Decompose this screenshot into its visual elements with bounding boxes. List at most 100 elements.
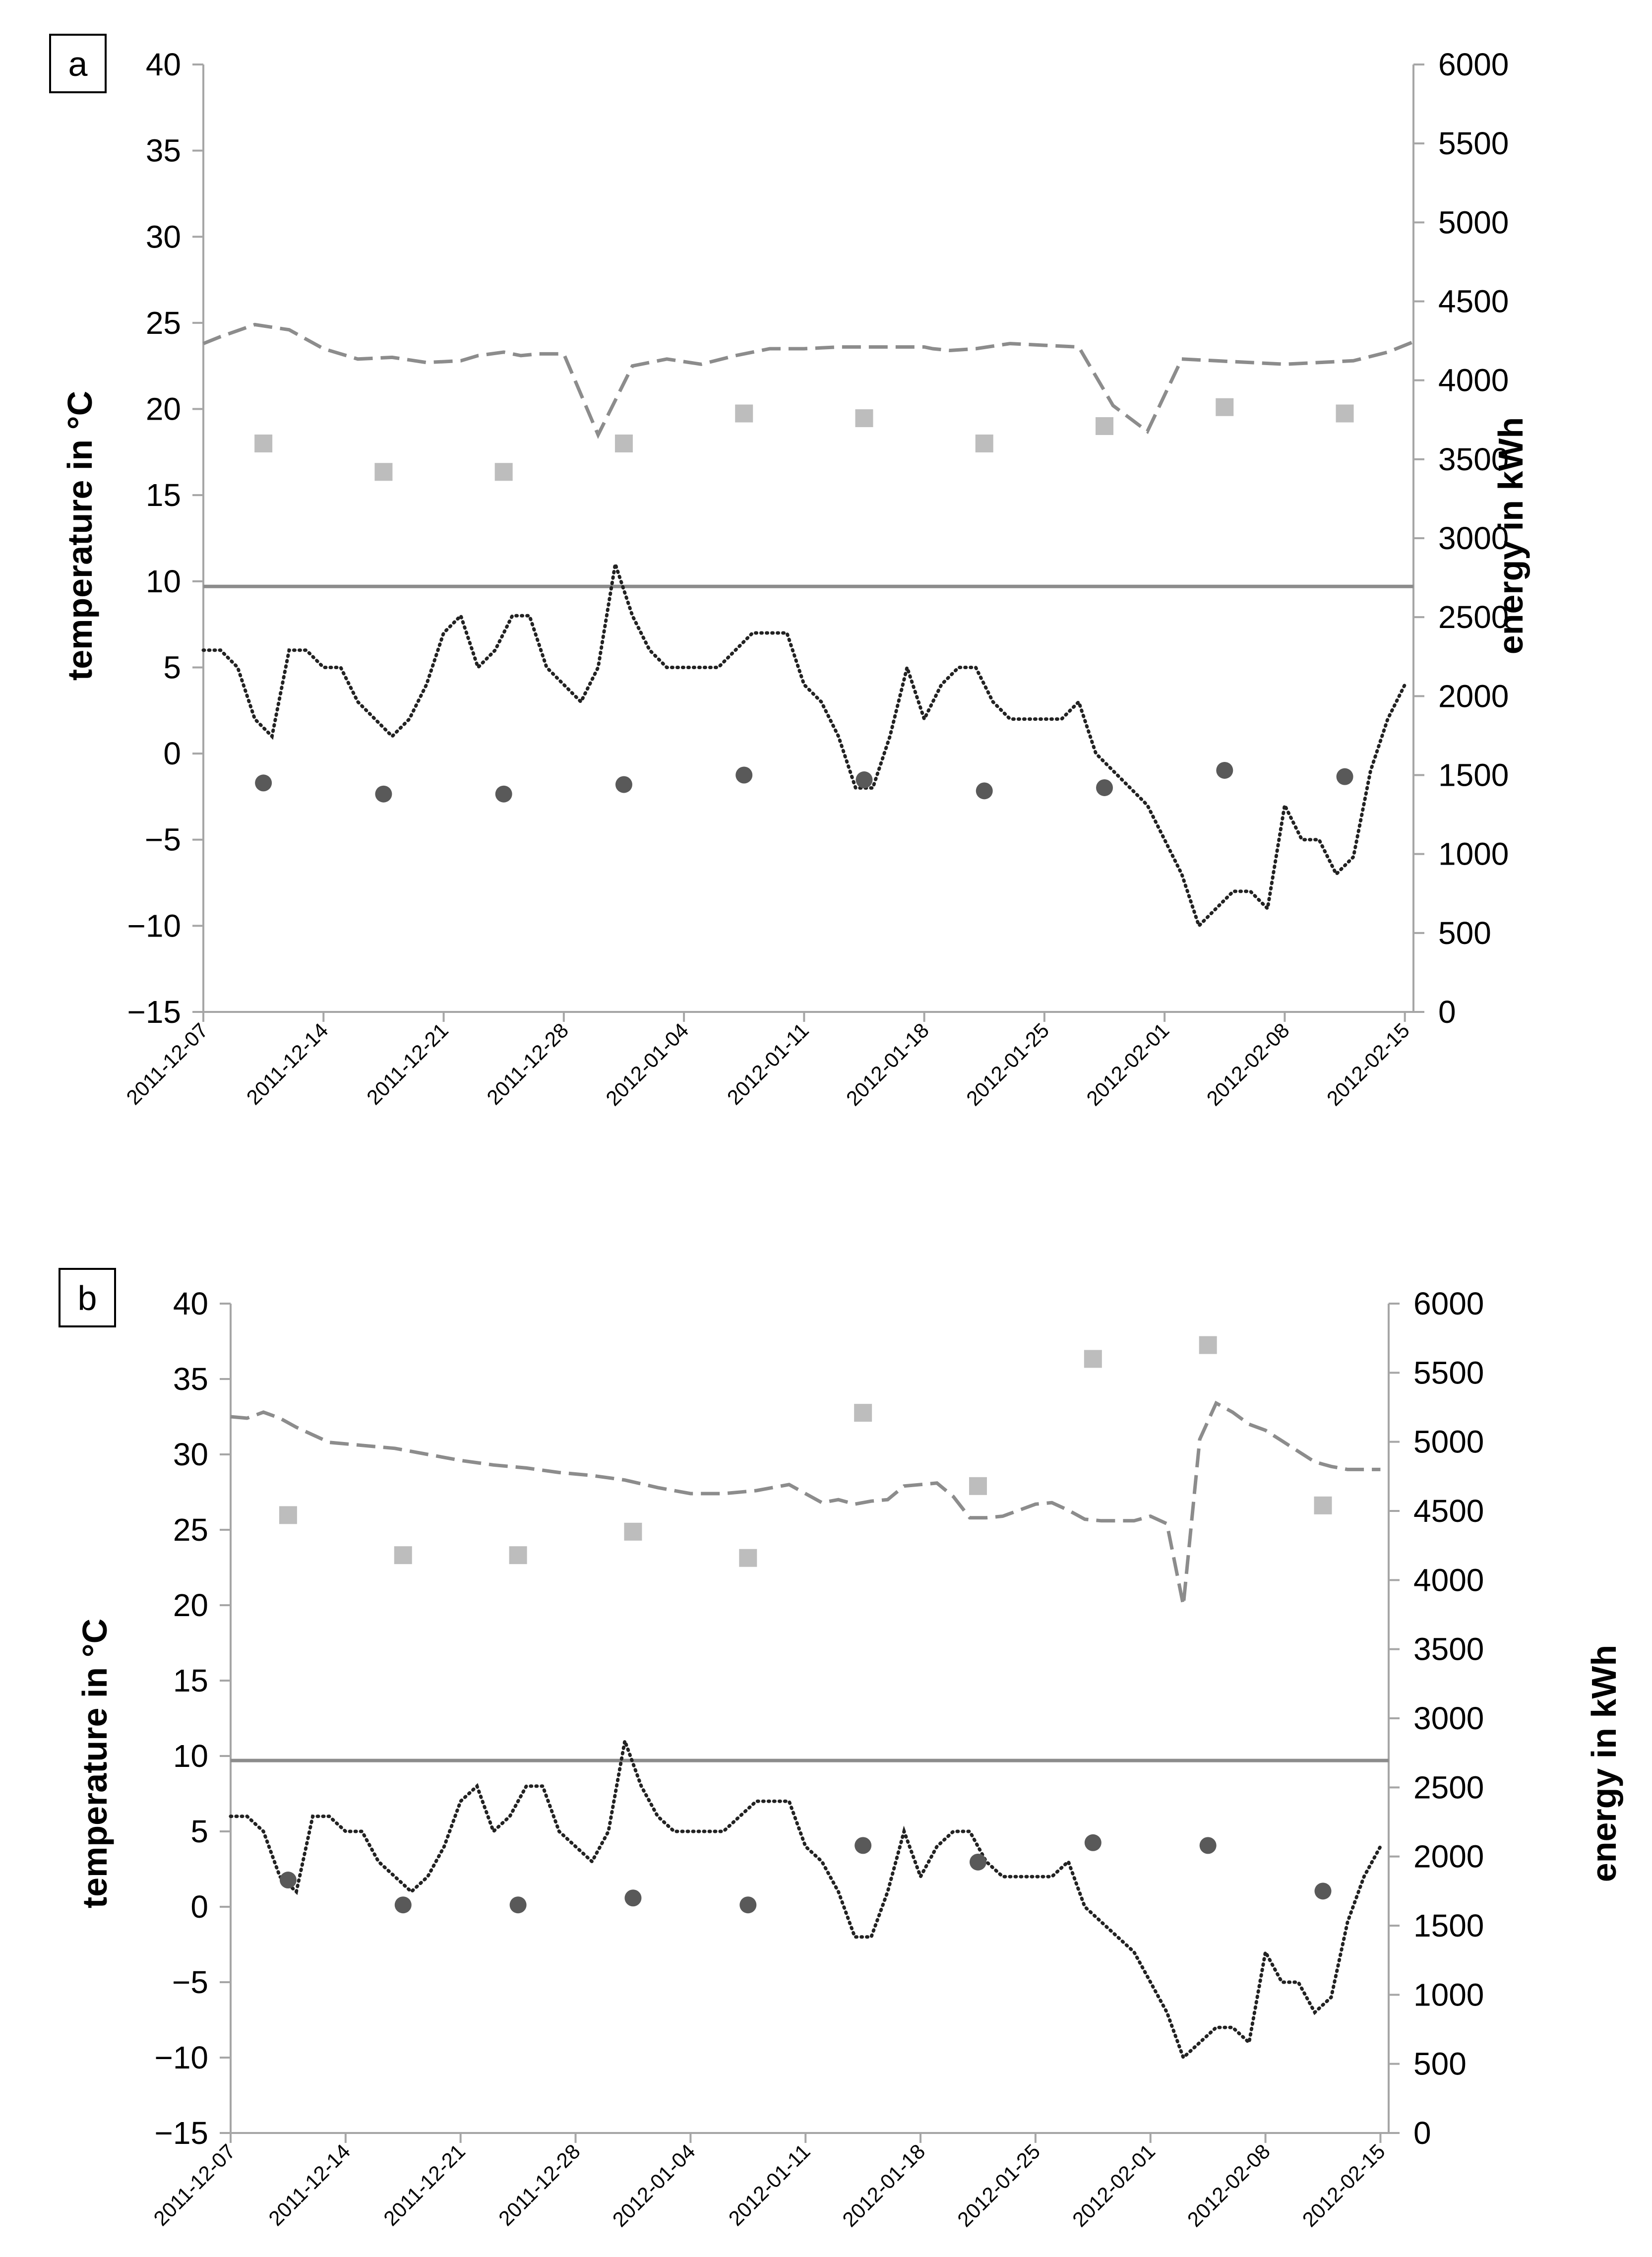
right-tick-label: 3500: [1413, 1631, 1484, 1667]
energy-circle-marker: [495, 785, 512, 803]
energy-square-marker: [1199, 1336, 1217, 1354]
right-tick-label: 500: [1413, 2046, 1467, 2082]
left-tick-label: −15: [127, 994, 181, 1030]
right-tick-label: 1000: [1438, 836, 1509, 872]
right-tick-label: 6000: [1413, 1286, 1484, 1321]
x-tick-label: 2012-02-01: [1082, 1018, 1173, 1110]
y-axis-title-right: energy in kWh: [1491, 417, 1530, 654]
right-tick-label: 2000: [1438, 678, 1509, 714]
x-tick-label: 2012-01-11: [724, 2139, 815, 2230]
energy-circle-marker: [1314, 1882, 1332, 1900]
energy-circle-marker: [1336, 768, 1353, 785]
left-tick-label: 15: [146, 477, 181, 513]
energy-circle-marker: [279, 1872, 297, 1889]
right-tick-label: 1500: [1413, 1908, 1484, 1944]
panel-label: b: [78, 1279, 97, 1317]
x-tick-label: 2011-12-14: [242, 1018, 333, 1109]
right-tick-label: 5500: [1413, 1355, 1484, 1390]
energy-circle-marker: [855, 1837, 872, 1854]
x-tick-label: 2011-12-07: [149, 2139, 240, 2230]
left-tick-label: 10: [173, 1738, 208, 1774]
right-tick-label: 3500: [1438, 441, 1509, 477]
energy-square-marker: [494, 463, 513, 481]
panel-a: a temperature in °C energy in kWh 40 35 30…: [49, 34, 1530, 1110]
right-tick-label: 4500: [1413, 1493, 1484, 1529]
left-tick-label: 40: [146, 47, 181, 82]
energy-square-marker: [394, 1546, 412, 1565]
x-tick-label: 2011-12-07: [122, 1018, 212, 1109]
x-tick-label: 2012-02-01: [1068, 2139, 1160, 2231]
left-tick-label: 10: [146, 564, 181, 599]
series-line-dotted: [201, 563, 1407, 929]
x-tick-label: 2012-01-18: [842, 1018, 933, 1110]
right-tick-label: 2500: [1413, 1769, 1484, 1805]
right-tick-label: 0: [1413, 2115, 1431, 2151]
energy-square-marker: [975, 435, 993, 452]
left-tick-label: 30: [146, 219, 181, 254]
panel-label-box: [49, 34, 107, 93]
left-tick-label: 25: [173, 1512, 208, 1548]
energy-square-marker: [1096, 417, 1114, 435]
panel-b: b temperature in °C energy in kWh 40 35 30…: [59, 1268, 1623, 2231]
x-tick-label: 2012-02-08: [1183, 2139, 1275, 2231]
energy-square-marker: [254, 435, 273, 452]
y-axis-title-left: temperature in °C: [75, 1619, 114, 1908]
x-tick-label: 2011-12-28: [494, 2139, 585, 2230]
left-tick-label: 5: [163, 649, 181, 685]
energy-square-marker: [624, 1522, 642, 1541]
right-tick-label: 5000: [1438, 204, 1509, 240]
energy-circle-marker: [1199, 1837, 1217, 1854]
x-tick-label: 2011-12-28: [482, 1018, 573, 1109]
left-tick-label: 35: [173, 1361, 208, 1397]
left-tick-label: −15: [154, 2115, 208, 2151]
y-axis-title-left: temperature in °C: [61, 391, 99, 681]
x-tick-label: 2012-01-04: [601, 1018, 693, 1110]
energy-circle-marker: [739, 1896, 757, 1914]
x-tick-label: 2011-12-21: [362, 1018, 453, 1109]
left-tick-label: 15: [173, 1663, 208, 1698]
left-tick-label: −5: [145, 822, 181, 858]
energy-circle-marker: [394, 1896, 412, 1914]
energy-circle-marker: [1084, 1834, 1101, 1851]
x-tick-label: 2012-01-25: [953, 2139, 1044, 2231]
energy-circle-marker: [509, 1896, 527, 1914]
series-line-dashed: [230, 1400, 1381, 1606]
energy-square-marker: [739, 1549, 757, 1567]
x-tick-label: 2012-02-15: [1298, 2139, 1390, 2231]
energy-circle-marker: [1216, 761, 1233, 779]
x-tick-label: 2012-01-25: [962, 1018, 1053, 1110]
right-tick-label: 0: [1438, 994, 1456, 1030]
energy-circle-marker: [375, 785, 392, 803]
series-line-dotted: [229, 1734, 1382, 2061]
energy-square-marker: [854, 1404, 872, 1422]
energy-circle-marker: [255, 774, 272, 792]
left-tick-label: 20: [146, 391, 181, 427]
energy-circle-marker: [735, 766, 753, 784]
left-tick-label: 30: [173, 1437, 208, 1472]
right-tick-label: 500: [1438, 915, 1491, 951]
y-axis-title-right: energy in kWh: [1585, 1645, 1623, 1882]
x-tick-label: 2012-02-08: [1202, 1018, 1294, 1110]
x-tick-label: 2012-01-04: [608, 2139, 700, 2231]
right-tick-label: 4500: [1438, 284, 1509, 319]
energy-square-marker: [1336, 404, 1354, 423]
x-tick-label: 2011-12-21: [379, 2139, 470, 2230]
energy-square-marker: [855, 409, 873, 428]
right-tick-label: 4000: [1438, 363, 1509, 398]
right-tick-label: 1000: [1413, 1977, 1484, 2012]
energy-square-marker: [1314, 1496, 1332, 1514]
energy-square-marker: [1216, 398, 1234, 416]
energy-circle-marker: [976, 782, 993, 800]
energy-circle-marker: [969, 1853, 986, 1871]
energy-square-marker: [969, 1477, 987, 1495]
series-line-dashed: [202, 322, 1414, 439]
energy-square-marker: [1084, 1350, 1102, 1368]
left-tick-label: 40: [173, 1286, 208, 1321]
right-tick-label: 3000: [1438, 520, 1509, 556]
left-tick-label: −10: [127, 908, 181, 943]
x-tick-label: 2011-12-14: [264, 2139, 355, 2230]
right-tick-label: 5000: [1413, 1424, 1484, 1460]
right-tick-label: 6000: [1438, 47, 1509, 82]
left-tick-label: 35: [146, 133, 181, 169]
